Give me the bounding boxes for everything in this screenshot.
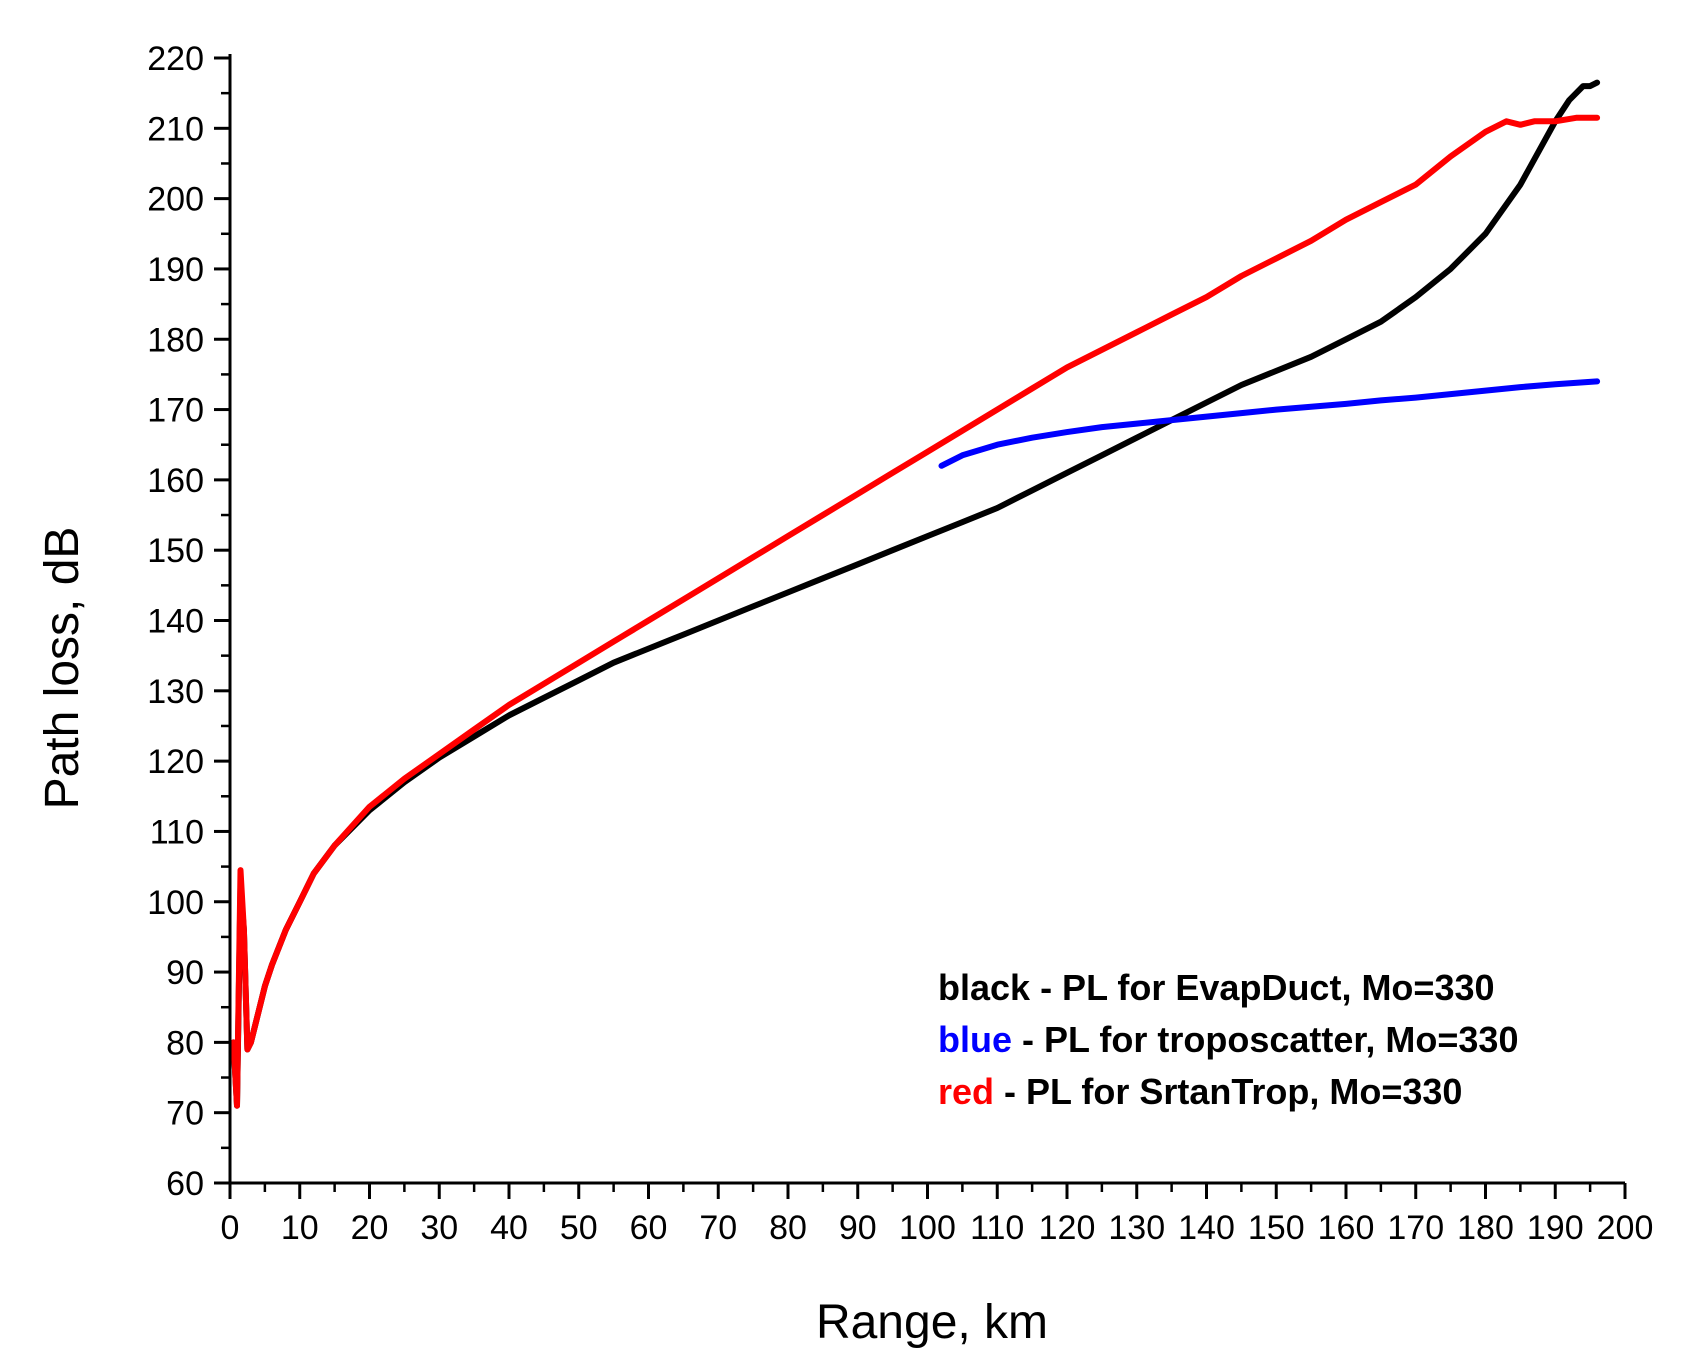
legend-entry-red: red - PL for SrtanTrop, Mo=330 — [938, 1071, 1462, 1112]
y-tick-label: 160 — [147, 462, 204, 500]
x-tick-label: 110 — [970, 1209, 1024, 1247]
series-line-black — [230, 79, 1601, 1109]
y-tick-label: 140 — [147, 603, 204, 641]
y-tick-label: 220 — [147, 40, 204, 78]
x-tick-label: 50 — [560, 1209, 598, 1247]
x-axis-title: Range, km — [816, 1296, 1048, 1349]
legend-entry-blue: blue - PL for troposcatter, Mo=330 — [938, 1019, 1518, 1060]
legend-color-word-red: red — [938, 1071, 994, 1112]
legend-color-word-blue: blue — [938, 1019, 1012, 1060]
x-tick-label: 70 — [699, 1209, 737, 1247]
x-tick-label: 130 — [1108, 1209, 1165, 1247]
legend-entry-black: black - PL for EvapDuct, Mo=330 — [938, 967, 1495, 1008]
x-tick-label: 60 — [630, 1209, 668, 1247]
y-tick-label: 150 — [147, 532, 204, 570]
legend-color-word-black: black — [938, 967, 1031, 1008]
x-tick-label: 150 — [1248, 1209, 1305, 1247]
x-tick-label: 10 — [281, 1209, 319, 1247]
legend: black - PL for EvapDuct, Mo=330 blue - PL… — [938, 967, 1518, 1112]
x-tick-label: 90 — [839, 1209, 877, 1247]
y-tick-label: 120 — [147, 743, 204, 781]
x-tick-label: 170 — [1387, 1209, 1444, 1247]
x-tick-label: 140 — [1178, 1209, 1235, 1247]
x-tick-label: 160 — [1318, 1209, 1375, 1247]
series-line-blue — [938, 378, 1601, 469]
x-tick-label: 120 — [1039, 1209, 1096, 1247]
x-tick-label: 180 — [1457, 1209, 1514, 1247]
y-tick-label: 180 — [147, 321, 204, 359]
x-tick-label: 0 — [221, 1209, 240, 1247]
x-tick-label: 100 — [899, 1209, 956, 1247]
x-tick-label: 20 — [351, 1209, 389, 1247]
x-tick-label: 80 — [769, 1209, 807, 1247]
series-layer — [230, 79, 1601, 1109]
x-tick-label: 40 — [490, 1209, 528, 1247]
y-tick-label: 110 — [150, 813, 204, 851]
x-tick-label: 190 — [1527, 1209, 1584, 1247]
series-line-red — [230, 114, 1601, 1109]
legend-description-black: - PL for EvapDuct, Mo=330 — [1030, 967, 1494, 1008]
axes-layer: 0 10 20 30 40 50 60 70 80 90 100 110 120 130 140 150 160… — [147, 40, 1653, 1247]
y-tick-label: 130 — [147, 673, 204, 711]
y-tick-label: 80 — [166, 1024, 204, 1062]
y-axis-title: Path loss, dB — [36, 527, 89, 810]
x-tick-label: 200 — [1597, 1209, 1654, 1247]
y-tick-label: 100 — [147, 884, 204, 922]
y-tick-label: 200 — [147, 181, 204, 219]
y-tick-label: 90 — [166, 954, 204, 992]
y-tick-label: 60 — [166, 1165, 204, 1203]
legend-description-blue: - PL for troposcatter, Mo=330 — [1012, 1019, 1518, 1060]
y-tick-label: 170 — [147, 392, 204, 430]
y-tick-label: 210 — [147, 110, 204, 148]
legend-description-red: - PL for SrtanTrop, Mo=330 — [994, 1071, 1462, 1112]
y-tick-label: 190 — [147, 251, 204, 289]
y-tick-label: 70 — [166, 1095, 204, 1133]
x-tick-label: 30 — [420, 1209, 458, 1247]
